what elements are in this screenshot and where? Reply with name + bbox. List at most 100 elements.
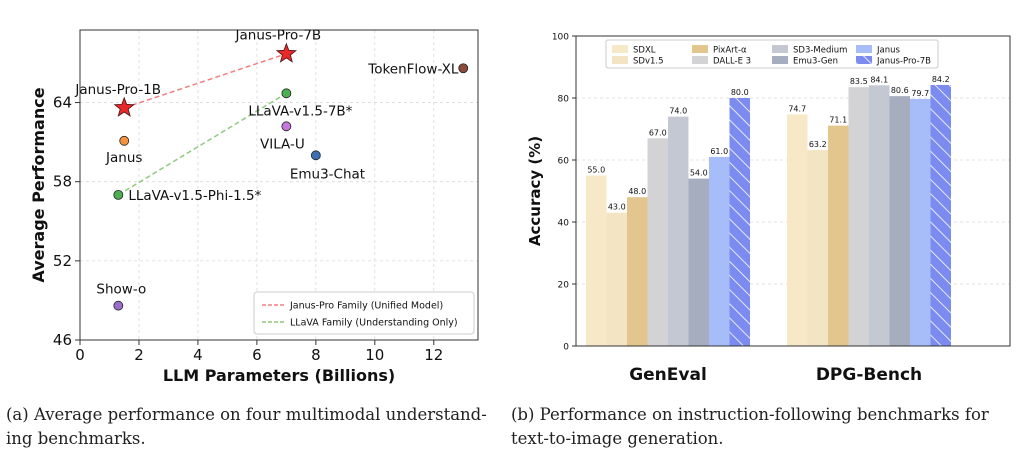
bar-sdxl <box>586 175 607 346</box>
caption-b: (b) Performance on instruction-following… <box>511 403 1021 451</box>
bar-emu3-gen <box>688 178 709 346</box>
point-janus <box>119 135 130 146</box>
y-tick-label: 58 <box>53 173 72 191</box>
point-label-show-o: Show-o <box>96 282 146 298</box>
bar-value-label: 67.0 <box>649 128 667 137</box>
bar-janus <box>910 98 931 347</box>
y-tick-label: 20 <box>558 281 570 291</box>
y-tick-label: 60 <box>558 157 570 167</box>
bar-value-label: 80.0 <box>731 88 749 97</box>
bar-dall-e-3 <box>647 138 668 346</box>
x-tick-label: 12 <box>424 346 443 364</box>
legend-swatch <box>772 45 788 53</box>
legend-label: PixArt-α <box>713 46 747 56</box>
bar-sdv1-5 <box>807 150 828 346</box>
x-tick-label: 2 <box>134 346 144 364</box>
plot-frame <box>79 29 479 341</box>
y-tick-label: 40 <box>558 219 570 229</box>
x-axis-label: LLM Parameters (Billions) <box>163 366 395 385</box>
y-tick-label: 0 <box>563 343 569 353</box>
bar-hatch-janus-pro-7b <box>729 98 750 346</box>
y-tick-label: 64 <box>53 94 72 112</box>
point-janus-pro-7b <box>275 42 297 63</box>
bar-value-label: 74.7 <box>788 104 806 113</box>
bar-value-label: 74.0 <box>669 107 687 116</box>
bar-hatch-janus-pro-7b <box>930 84 951 346</box>
point-label-janus: Janus <box>105 150 142 166</box>
legend-label: Janus-Pro Family (Unified Model) <box>289 301 443 312</box>
x-tick-label: 10 <box>365 346 384 364</box>
point-tokenflow-xl <box>458 63 469 74</box>
legend-box <box>605 39 939 69</box>
caption-b-line2: text-to-image generation. <box>511 429 724 448</box>
category-label: DPG-Bench <box>816 365 922 385</box>
point-label-llava-v1-5-phi-1-5: LLaVA-v1.5-Phi-1.5* <box>128 188 261 204</box>
point-show-o <box>113 300 124 311</box>
y-axis-label: Accuracy (%) <box>526 136 544 246</box>
bar-value-label: 71.1 <box>829 116 847 125</box>
point-label-janus-pro-7b: Janus-Pro-7B <box>235 28 322 44</box>
caption-a-line2: ing benchmarks. <box>6 429 146 448</box>
bar-emu3-gen <box>889 96 910 346</box>
bar-sd3-medium <box>869 85 890 346</box>
plot-frame <box>575 35 1011 347</box>
x-tick-label: 0 <box>75 346 85 364</box>
legend-label: Emu3-Gen <box>793 57 838 67</box>
point-label-janus-pro-1b: Janus-Pro-1B <box>74 82 161 98</box>
legend-swatch-hatch <box>856 56 872 64</box>
point-llava-v1-5-7b <box>281 88 292 99</box>
y-tick-label: 52 <box>53 252 72 270</box>
legend-swatch <box>612 45 628 53</box>
caption-a: (a) Average performance on four multimod… <box>6 403 506 451</box>
bar-pixart <box>828 125 849 346</box>
x-tick-label: 4 <box>193 346 203 364</box>
janus-pro-trend-line <box>123 53 287 109</box>
caption-b-line1: (b) Performance on instruction-following… <box>511 405 989 424</box>
bar-value-label: 63.2 <box>809 140 827 149</box>
bar-value-label: 43.0 <box>608 203 626 212</box>
legend-label: Janus <box>876 46 900 56</box>
point-llava-v1-5-phi-1-5 <box>113 189 124 200</box>
caption-a-line1: (a) Average performance on four multimod… <box>6 405 487 424</box>
y-tick-label: 100 <box>552 33 569 43</box>
plot-area <box>80 30 478 340</box>
bar-dall-e-3 <box>848 87 869 347</box>
bar-value-label: 80.6 <box>891 86 909 95</box>
point-label-vila-u: VILA-U <box>260 136 305 152</box>
category-label: GenEval <box>629 365 707 385</box>
bar-value-label: 83.5 <box>850 77 868 86</box>
legend-label: SDXL <box>633 46 656 56</box>
legend-box <box>253 291 475 335</box>
bar-sdxl <box>787 114 808 347</box>
bar-value-label: 84.1 <box>870 75 888 84</box>
legend-label: SDv1.5 <box>633 57 664 67</box>
legend-swatch <box>856 45 872 53</box>
legend-swatch <box>612 56 628 64</box>
bar-value-label: 84.2 <box>932 75 950 84</box>
legend-swatch <box>692 56 708 64</box>
point-janus-pro-1b <box>113 96 135 117</box>
bar-pixart <box>627 197 648 346</box>
y-tick-label: 80 <box>558 95 570 105</box>
bar-chart: 0 20 40 60 80 100 55.0 43.048.0 67.0 74.0 54.0 61.0… <box>526 33 1011 385</box>
bar-value-label: 61.0 <box>710 147 728 156</box>
x-tick-label: 8 <box>311 346 321 364</box>
bar-value-label: 48.0 <box>628 187 646 196</box>
legend-label: Janus-Pro-7B <box>876 57 931 67</box>
legend-swatch <box>692 45 708 53</box>
legend-swatch <box>772 56 788 64</box>
point-label-tokenflow-xl: TokenFlow-XL <box>367 61 459 77</box>
legend-label: DALL-E 3 <box>713 57 751 67</box>
llava-trend-line <box>117 92 287 196</box>
bar-sdv1-5 <box>606 212 627 346</box>
bar-sd3-medium <box>668 116 689 346</box>
legend-label: SD3-Medium <box>793 46 847 56</box>
bar-value-label: 54.0 <box>690 169 708 178</box>
legend-label: LLaVA Family (Understanding Only) <box>290 318 458 329</box>
point-label-emu3-chat: Emu3-Chat <box>290 166 365 182</box>
y-axis-label: Average Performance <box>29 87 48 282</box>
bar-value-label: 79.7 <box>911 89 929 98</box>
bar-janus <box>709 156 730 346</box>
point-vila-u <box>281 121 292 132</box>
